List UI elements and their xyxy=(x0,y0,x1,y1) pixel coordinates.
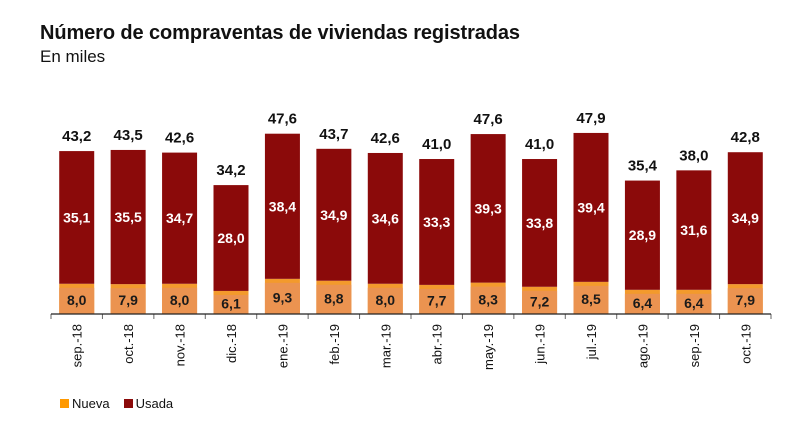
data-label-usada: 33,8 xyxy=(526,215,553,231)
bar-nueva-label-bg xyxy=(419,288,455,314)
chart-subtitle: En miles xyxy=(40,47,106,66)
data-label-total: 41,0 xyxy=(525,136,554,153)
data-label-nueva: 8,0 xyxy=(67,292,87,308)
legend: Nueva Usada xyxy=(60,396,187,411)
data-label-usada: 34,9 xyxy=(732,210,759,226)
data-label-usada: 35,5 xyxy=(115,209,142,225)
data-label-nueva: 8,0 xyxy=(376,292,396,308)
bar-usada xyxy=(470,134,506,283)
bar-nueva-label-bg xyxy=(59,287,95,314)
data-label-total: 47,6 xyxy=(268,111,297,128)
data-label-total: 35,4 xyxy=(628,158,658,175)
data-label-total: 47,9 xyxy=(576,110,605,127)
bar-usada xyxy=(676,170,712,290)
data-label-usada: 38,4 xyxy=(269,198,296,214)
data-label-total: 42,6 xyxy=(371,130,400,147)
data-label-nueva: 7,2 xyxy=(530,293,550,309)
bar-usada xyxy=(624,180,660,290)
bar-usada xyxy=(213,185,249,291)
data-label-usada: 39,4 xyxy=(577,199,604,215)
data-label-total: 43,7 xyxy=(319,126,348,143)
data-label-total: 43,2 xyxy=(62,128,91,145)
bar-usada xyxy=(162,152,198,284)
data-label-usada: 34,6 xyxy=(372,210,399,226)
legend-item-nueva: Nueva xyxy=(60,396,110,411)
legend-swatch-usada xyxy=(123,399,133,408)
data-label-nueva: 7,9 xyxy=(118,292,138,308)
bar-nueva-label-bg xyxy=(573,285,609,314)
x-tick-label: oct.-19 xyxy=(738,324,753,364)
bar-nueva-label-bg xyxy=(264,282,300,314)
data-label-nueva: 9,3 xyxy=(273,289,293,305)
bar-nueva-label-bg xyxy=(624,293,660,314)
data-label-nueva: 6,4 xyxy=(684,295,704,311)
chart-title: Número de compraventas de viviendas regi… xyxy=(40,22,520,44)
data-label-nueva: 7,7 xyxy=(427,292,447,308)
data-label-usada: 28,0 xyxy=(217,230,244,246)
bar-nueva-label-bg xyxy=(727,288,763,314)
data-label-usada: 28,9 xyxy=(629,227,656,243)
data-label-nueva: 8,5 xyxy=(581,291,601,307)
data-label-usada: 34,7 xyxy=(166,210,193,226)
x-tick-label: sep.-18 xyxy=(70,324,85,367)
data-label-total: 43,5 xyxy=(114,127,143,144)
bar-usada xyxy=(419,159,455,285)
data-label-nueva: 6,4 xyxy=(633,295,653,311)
data-label-nueva: 8,0 xyxy=(170,292,190,308)
x-tick-label: ago.-19 xyxy=(635,324,650,368)
data-label-usada: 34,9 xyxy=(320,207,347,223)
data-label-usada: 33,3 xyxy=(423,214,450,230)
data-label-usada: 31,6 xyxy=(680,222,707,238)
x-tick-label: mar.-19 xyxy=(378,324,393,368)
bar-usada xyxy=(59,151,95,284)
bar-nueva-label-bg xyxy=(162,287,198,314)
bar-nueva-label-bg xyxy=(470,286,506,314)
data-label-nueva: 8,8 xyxy=(324,290,344,306)
data-label-total: 42,6 xyxy=(165,130,194,147)
data-label-nueva: 6,1 xyxy=(221,295,241,311)
data-label-total: 34,2 xyxy=(216,162,245,179)
x-tick-label: may.-19 xyxy=(481,324,496,370)
bar-usada xyxy=(367,152,403,284)
bar-nueva-label-bg xyxy=(367,287,403,314)
bar-nueva-label-bg xyxy=(676,293,712,314)
data-label-total: 47,6 xyxy=(474,111,503,128)
x-tick-label: ene.-19 xyxy=(275,324,290,368)
data-label-total: 41,0 xyxy=(422,136,451,153)
data-label-total: 42,8 xyxy=(731,129,760,146)
x-tick-label: dic.-18 xyxy=(224,324,239,363)
x-tick-label: feb.-19 xyxy=(327,324,342,364)
legend-label-usada: Usada xyxy=(135,396,174,411)
legend-label-nueva: Nueva xyxy=(72,396,110,411)
data-label-nueva: 7,9 xyxy=(736,292,756,308)
bar-usada xyxy=(522,159,558,287)
x-tick-label: jun.-19 xyxy=(533,324,548,365)
bar-usada xyxy=(264,133,300,279)
bar-nueva-label-bg xyxy=(110,288,146,314)
x-tick-label: jul.-19 xyxy=(584,324,599,360)
legend-item-usada: Usada xyxy=(123,396,174,411)
data-label-total: 38,0 xyxy=(679,147,708,164)
bar-nueva-label-bg xyxy=(316,284,352,314)
legend-swatch-nueva xyxy=(60,399,69,408)
bar-usada xyxy=(110,149,146,285)
data-label-nueva: 8,3 xyxy=(478,291,498,307)
bar-nueva-label-bg xyxy=(522,290,558,314)
data-label-usada: 35,1 xyxy=(63,209,90,225)
bar-usada xyxy=(573,132,609,282)
x-tick-label: oct.-18 xyxy=(121,324,136,364)
x-tick-label: abr.-19 xyxy=(430,324,445,364)
x-tick-label: nov.-18 xyxy=(173,324,188,366)
x-tick-label: sep.-19 xyxy=(687,324,702,367)
data-label-usada: 39,3 xyxy=(475,200,502,216)
bar-usada xyxy=(316,148,352,281)
bar-usada xyxy=(727,152,763,285)
bar-nueva-label-bg xyxy=(213,294,249,314)
